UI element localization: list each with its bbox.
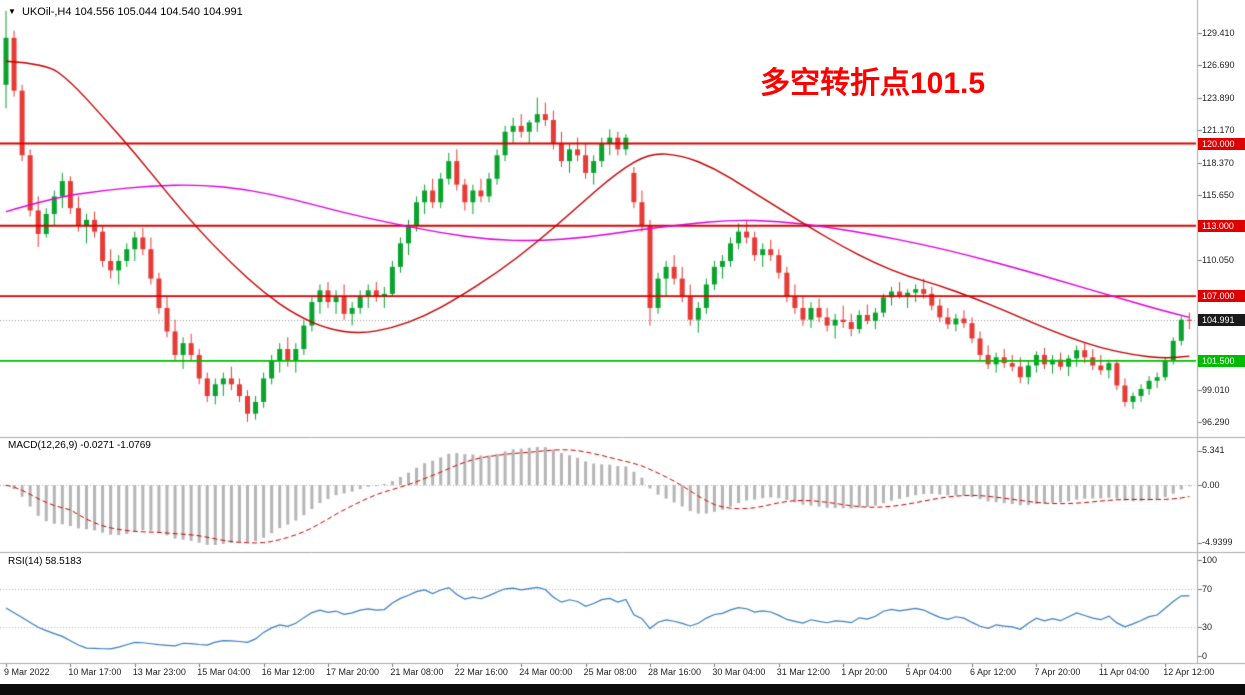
bottom-bar <box>0 684 1245 695</box>
